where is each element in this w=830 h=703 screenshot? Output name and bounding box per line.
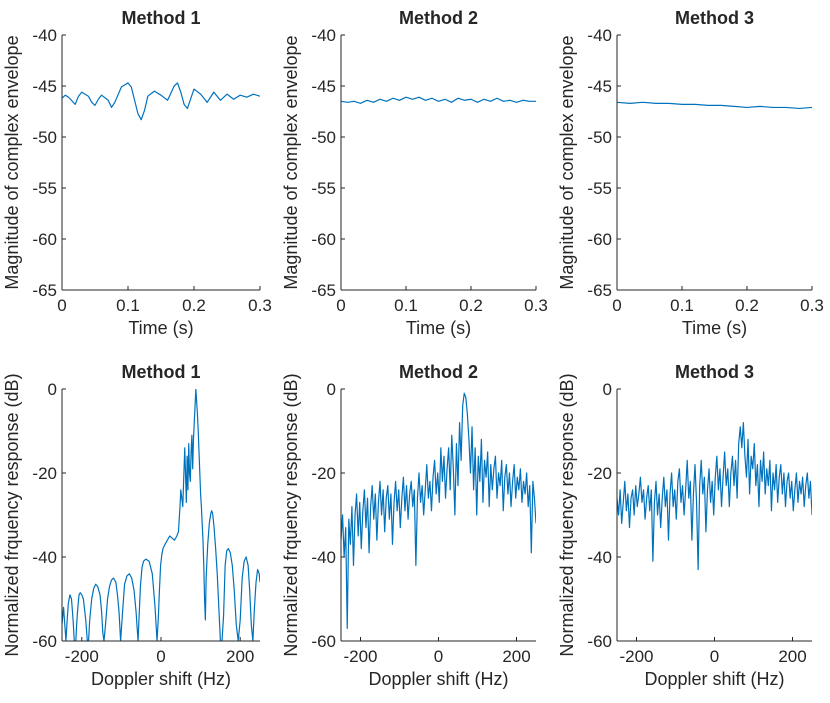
chart-6-y-tick-label: 0 bbox=[603, 380, 612, 399]
chart-4-y-tick-label: -40 bbox=[32, 548, 57, 567]
chart-4-y-label: Normalized frquency response (dB) bbox=[2, 373, 22, 656]
chart-2-y-tick-label: -65 bbox=[311, 281, 336, 300]
chart-1-y-tick-label: -45 bbox=[32, 77, 57, 96]
chart-5-y-label: Normalized frquency response (dB) bbox=[281, 373, 301, 656]
chart-5-y-tick-label: -20 bbox=[311, 464, 336, 483]
chart-3-y-tick-label: -50 bbox=[587, 128, 612, 147]
chart-2-plot-area bbox=[341, 35, 536, 290]
chart-1-series-line bbox=[62, 82, 260, 121]
chart-2-x-tick-label: 0.1 bbox=[394, 296, 418, 315]
chart-6-x-tick-label: 0 bbox=[710, 647, 719, 666]
chart-3-y-tick-label: -60 bbox=[587, 230, 612, 249]
chart-2-y-tick-label: -40 bbox=[311, 26, 336, 45]
chart-2-y-label: Magnitude of complex envelope bbox=[281, 35, 301, 289]
chart-1-plot-area bbox=[62, 35, 260, 290]
chart-4-y-tick-label: -20 bbox=[32, 464, 57, 483]
chart-6-x-tick-label: 200 bbox=[778, 647, 806, 666]
chart-4-y-tick-label: -60 bbox=[32, 632, 57, 651]
chart-1-x-tick-label: 0.1 bbox=[116, 296, 140, 315]
chart-1-x-tick-label: 0.2 bbox=[182, 296, 206, 315]
chart-3-x-label: Time (s) bbox=[682, 318, 747, 338]
chart-1-y-label: Magnitude of complex envelope bbox=[2, 35, 22, 289]
chart-5-x-tick-label: 0 bbox=[434, 647, 443, 666]
chart-1-y-tick-label: -60 bbox=[32, 230, 57, 249]
chart-3-x-tick-label: 0.1 bbox=[670, 296, 694, 315]
chart-2-y-tick-label: -45 bbox=[311, 77, 336, 96]
chart-6-title: Method 3 bbox=[675, 362, 754, 382]
chart-2-x-tick-label: 0 bbox=[336, 296, 345, 315]
chart-3-y-label: Magnitude of complex envelope bbox=[557, 35, 577, 289]
chart-2-title: Method 2 bbox=[399, 8, 478, 28]
chart-1-y-tick-label: -50 bbox=[32, 128, 57, 147]
chart-5-y-tick-label: -60 bbox=[311, 632, 336, 651]
chart-6-x-label: Doppler shift (Hz) bbox=[644, 669, 784, 689]
chart-2-x-tick-label: 0.3 bbox=[524, 296, 548, 315]
chart-5-y-tick-label: -40 bbox=[311, 548, 336, 567]
chart-1-title: Method 1 bbox=[122, 8, 201, 28]
chart-5-y-tick-label: 0 bbox=[327, 380, 336, 399]
chart-6-series-line bbox=[617, 422, 812, 571]
chart-2-y-tick-label: -60 bbox=[311, 230, 336, 249]
chart-1-y-tick-label: -65 bbox=[32, 281, 57, 300]
chart-1-x-tick-label: 0.3 bbox=[248, 296, 272, 315]
chart-1-y-tick-label: -55 bbox=[32, 179, 57, 198]
chart-5-series-line bbox=[341, 392, 536, 629]
chart-2-x-label: Time (s) bbox=[406, 318, 471, 338]
chart-3-y-tick-label: -65 bbox=[587, 281, 612, 300]
chart-6-y-tick-label: -40 bbox=[587, 548, 612, 567]
chart-4-x-tick-label: -200 bbox=[65, 647, 99, 666]
chart-6-y-tick-label: -20 bbox=[587, 464, 612, 483]
chart-4-series-line bbox=[62, 389, 260, 641]
chart-6-plot-area bbox=[617, 389, 812, 641]
chart-1-y-tick-label: -40 bbox=[32, 26, 57, 45]
chart-3-y-tick-label: -45 bbox=[587, 77, 612, 96]
chart-2-y-tick-label: -50 bbox=[311, 128, 336, 147]
chart-4-x-tick-label: 200 bbox=[226, 647, 254, 666]
chart-3-x-tick-label: 0 bbox=[612, 296, 621, 315]
chart-2-y-tick-label: -55 bbox=[311, 179, 336, 198]
chart-4-x-tick-label: 0 bbox=[156, 647, 165, 666]
chart-3-x-tick-label: 0.3 bbox=[800, 296, 824, 315]
chart-4-x-label: Doppler shift (Hz) bbox=[91, 669, 231, 689]
chart-3-y-tick-label: -55 bbox=[587, 179, 612, 198]
chart-4-y-tick-label: 0 bbox=[48, 380, 57, 399]
chart-2: 0 0.1 0.2 0.3 -65 -60 -55 -50 -45 -40 Method 2 Time… bbox=[281, 8, 548, 338]
chart-6-y-label: Normalized frquency response (dB) bbox=[557, 373, 577, 656]
chart-3-y-tick-label: -40 bbox=[587, 26, 612, 45]
chart-3: 0 0.1 0.2 0.3 -65 -60 -55 -50 -45 -40 Method 3 Time… bbox=[557, 8, 824, 338]
chart-4-plot-area bbox=[62, 389, 260, 641]
chart-2-x-tick-label: 0.2 bbox=[459, 296, 483, 315]
chart-6-x-tick-label: -200 bbox=[619, 647, 653, 666]
chart-1: 0 0.1 0.2 0.3 -65 -60 -55 -50 -45 -40 Method 1 Time… bbox=[2, 8, 272, 338]
chart-5-title: Method 2 bbox=[399, 362, 478, 382]
chart-1-x-label: Time (s) bbox=[128, 318, 193, 338]
chart-6-y-tick-label: -60 bbox=[587, 632, 612, 651]
chart-4-title: Method 1 bbox=[122, 362, 201, 382]
chart-2-series-line bbox=[341, 96, 536, 104]
chart-1-x-tick-label: 0 bbox=[57, 296, 66, 315]
chart-3-plot-area bbox=[617, 35, 812, 290]
chart-5-x-tick-label: -200 bbox=[343, 647, 377, 666]
chart-3-series-line bbox=[617, 101, 812, 110]
chart-3-x-tick-label: 0.2 bbox=[735, 296, 759, 315]
chart-5-x-label: Doppler shift (Hz) bbox=[368, 669, 508, 689]
chart-3-title: Method 3 bbox=[675, 8, 754, 28]
chart-5-x-tick-label: 200 bbox=[502, 647, 530, 666]
